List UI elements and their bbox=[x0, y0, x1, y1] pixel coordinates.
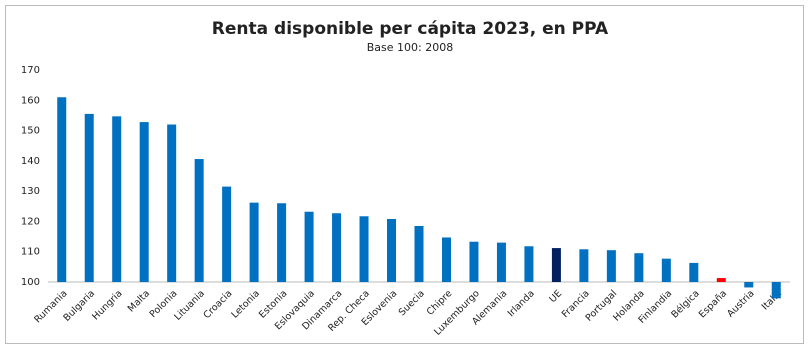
bar bbox=[661, 258, 671, 282]
y-tick-label: 160 bbox=[21, 95, 40, 106]
bar bbox=[744, 282, 754, 288]
y-tick-label: 100 bbox=[21, 277, 40, 288]
x-tick-label: Irlanda bbox=[506, 288, 537, 319]
bar bbox=[606, 250, 616, 282]
y-tick-label: 120 bbox=[21, 216, 40, 227]
x-tick-label: Hungria bbox=[90, 288, 124, 322]
x-tick-label: Bélgica bbox=[669, 288, 701, 320]
bar bbox=[524, 246, 534, 282]
y-tick-label: 150 bbox=[21, 126, 40, 137]
x-tick-label: España bbox=[697, 288, 729, 320]
y-tick-label: 110 bbox=[21, 247, 40, 258]
bar bbox=[771, 282, 781, 299]
bar bbox=[194, 159, 204, 282]
x-tick-label: Austria bbox=[725, 288, 757, 320]
bar bbox=[277, 203, 287, 282]
bar bbox=[222, 186, 232, 282]
x-tick-label: Lituania bbox=[172, 288, 207, 323]
bar bbox=[304, 211, 314, 282]
bar bbox=[112, 116, 122, 282]
bar bbox=[579, 249, 589, 282]
x-tick-label: Croacia bbox=[202, 288, 235, 321]
y-tick-label: 170 bbox=[21, 65, 40, 76]
bar bbox=[551, 248, 561, 282]
chart-title: Renta disponible per cápita 2023, en PPA bbox=[212, 19, 609, 39]
x-tick-label: UE bbox=[547, 288, 564, 305]
x-tick-label: Letonia bbox=[229, 288, 262, 321]
bar bbox=[249, 202, 259, 282]
bar bbox=[469, 241, 479, 282]
bar bbox=[441, 237, 451, 282]
y-tick-label: 140 bbox=[21, 156, 40, 167]
bar bbox=[359, 216, 369, 282]
bar bbox=[634, 253, 644, 282]
bar bbox=[332, 213, 342, 282]
bar bbox=[387, 219, 397, 282]
chart-subtitle: Base 100: 2008 bbox=[367, 41, 453, 54]
bar bbox=[496, 242, 506, 282]
bar bbox=[689, 262, 699, 282]
bar bbox=[139, 122, 149, 282]
bar bbox=[57, 97, 67, 282]
bar bbox=[716, 278, 726, 282]
bar bbox=[414, 225, 424, 282]
bar bbox=[84, 113, 94, 283]
y-tick-label: 130 bbox=[21, 186, 40, 197]
bar bbox=[167, 124, 177, 282]
chart-frame bbox=[5, 5, 804, 344]
x-tick-label: Suecia bbox=[397, 288, 427, 318]
